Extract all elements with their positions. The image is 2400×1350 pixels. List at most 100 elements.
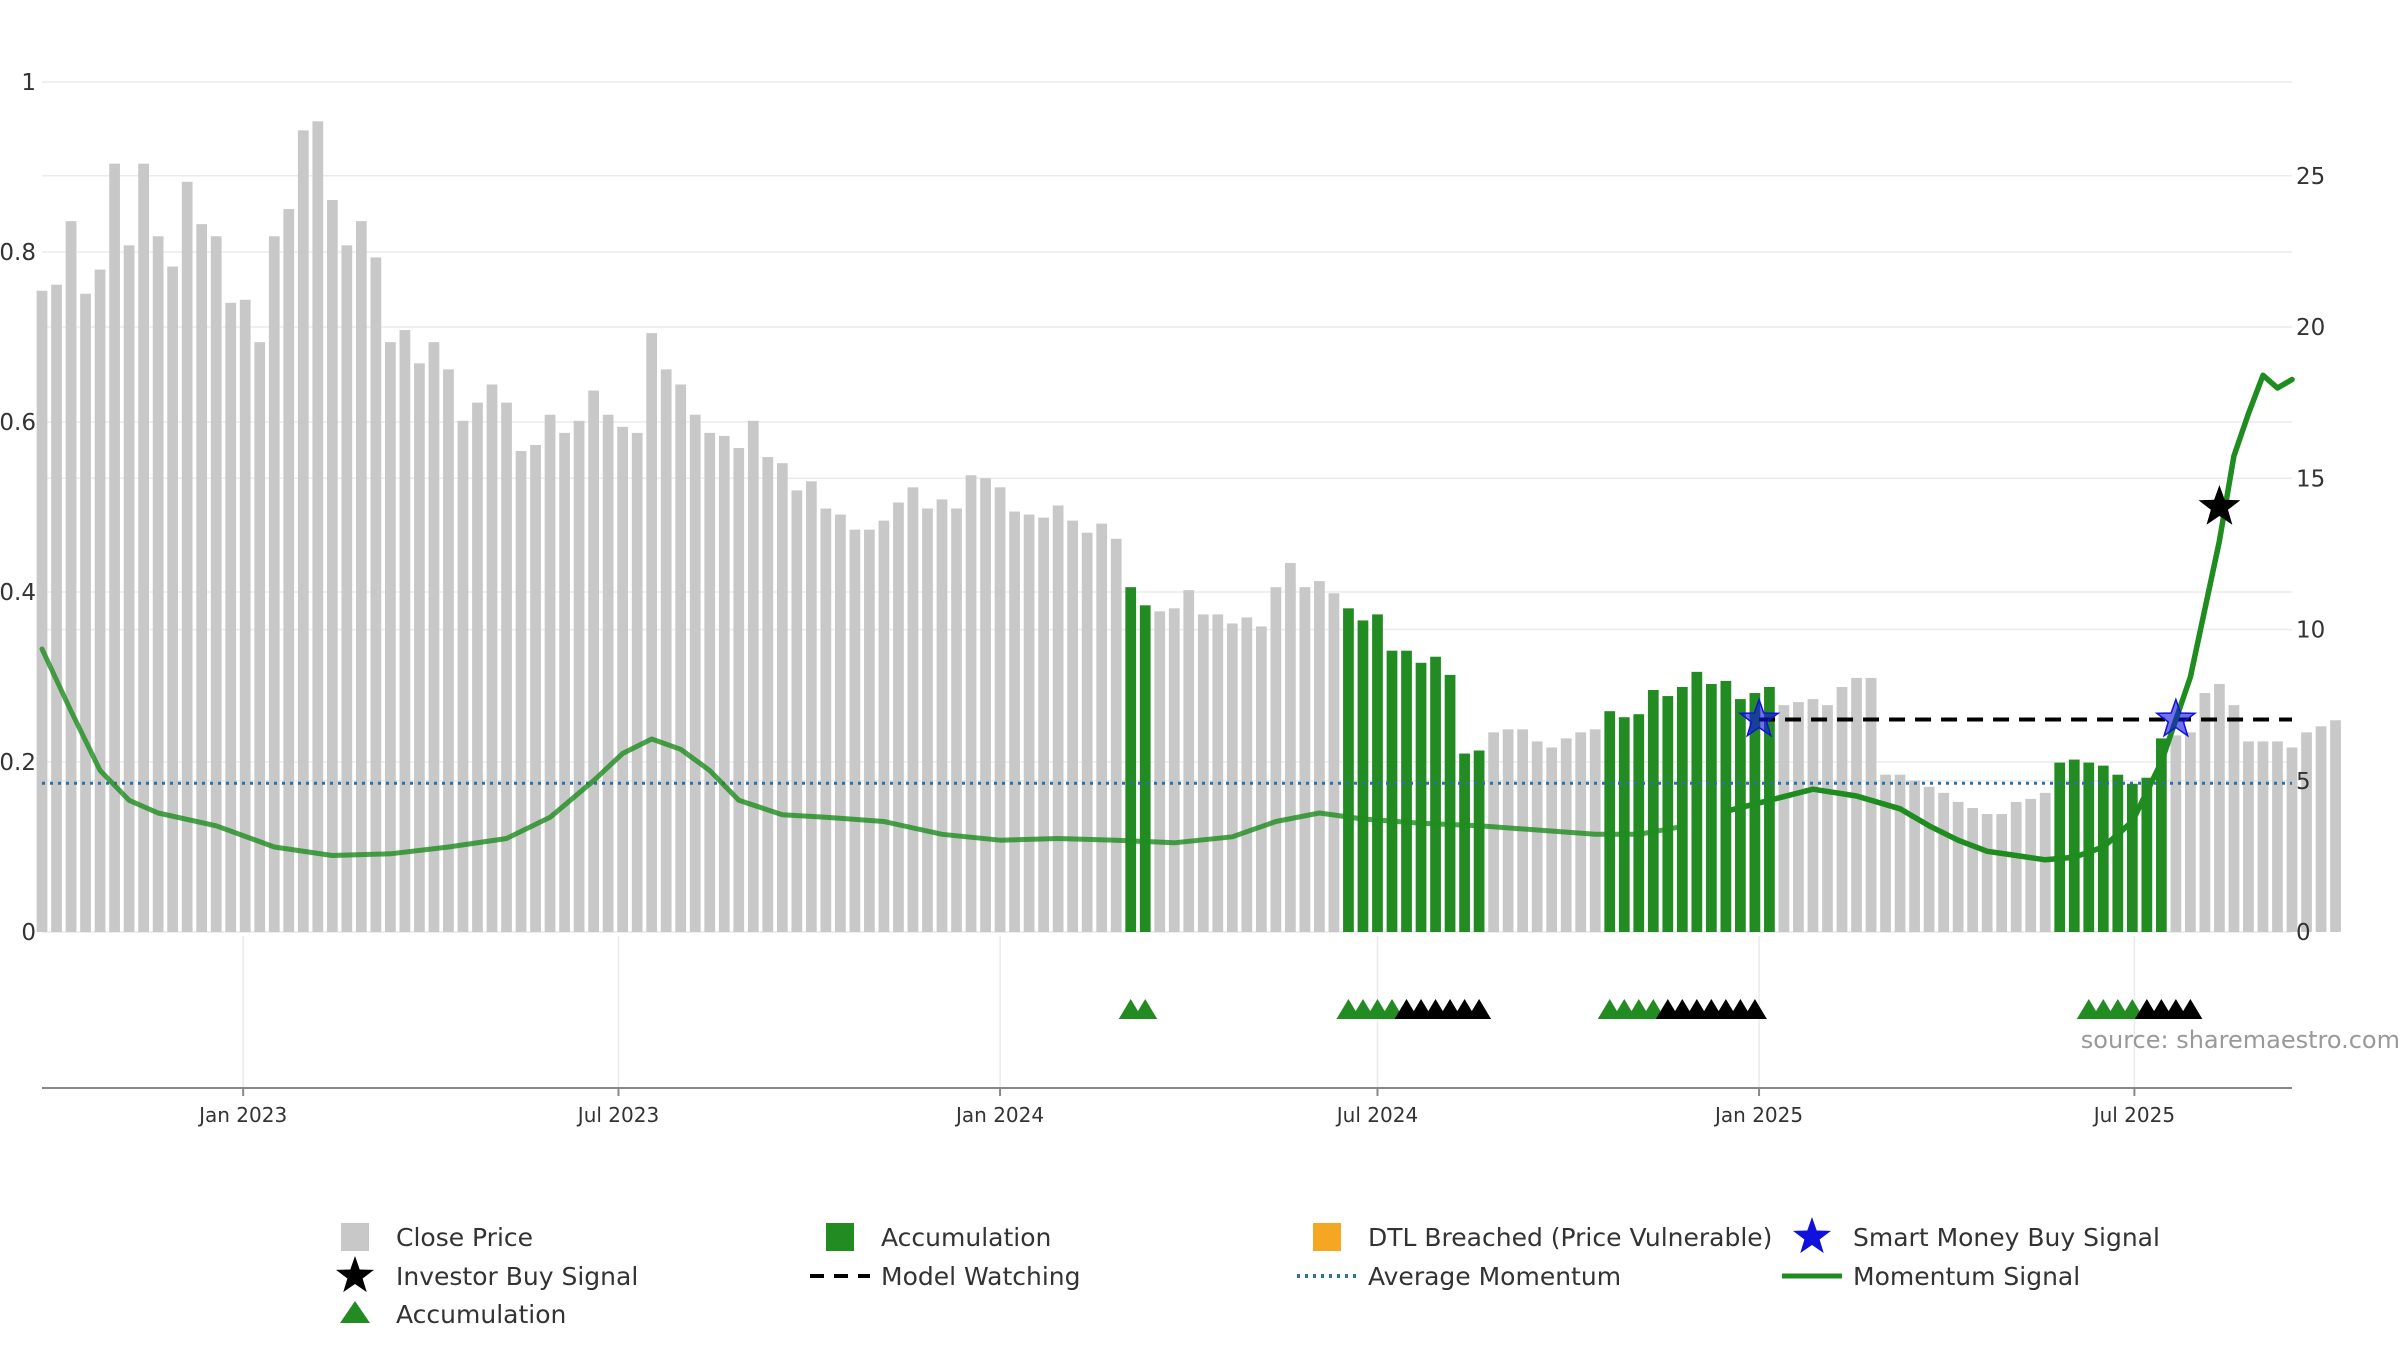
close-price-bar [210, 236, 222, 932]
accumulation-bar [1430, 656, 1441, 932]
legend-item: Close Price [341, 1223, 533, 1252]
legend-label: Investor Buy Signal [396, 1262, 638, 1291]
close-price-bar [1183, 590, 1195, 932]
left-axis-tick-label: 0.6 [0, 410, 36, 436]
accumulation-bar [1401, 650, 1412, 932]
close-price-bar [1560, 738, 1572, 932]
close-price-bar [631, 432, 643, 932]
close-price-bar [1241, 617, 1253, 932]
accumulation-bar [1705, 683, 1717, 932]
close-price-bar [2214, 683, 2225, 932]
legend-item: Accumulation [340, 1300, 566, 1329]
right-axis-tick-label: 5 [2296, 769, 2311, 795]
legend-label: Accumulation [881, 1223, 1051, 1252]
x-axis-tick-label: Jan 2025 [1713, 1103, 1803, 1127]
close-price-bar [2025, 798, 2037, 932]
close-price-bar [370, 257, 382, 932]
close-price-bar [1967, 807, 1979, 932]
star-icon [1792, 1217, 1832, 1254]
accumulation-bar [2155, 738, 2167, 932]
close-price-bar [1923, 786, 1935, 932]
close-price-bar [1009, 511, 1020, 932]
accumulation-bar [1676, 686, 1688, 932]
legend-label: Momentum Signal [1853, 1262, 2080, 1291]
left-axis-tick-label: 0 [21, 920, 36, 946]
close-price-bar [559, 432, 570, 932]
close-price-bar [1081, 532, 1093, 932]
close-price-bar [733, 448, 745, 932]
accumulation-bar [1459, 753, 1470, 932]
close-price-bar [820, 508, 832, 932]
left-axis-tick-label: 0.4 [0, 580, 36, 606]
right-axis-tick-label: 0 [2296, 920, 2311, 946]
close-price-bar [835, 514, 846, 932]
close-price-bar [689, 414, 701, 932]
close-price-bar [747, 420, 759, 932]
accumulation-bar [1662, 696, 1674, 932]
close-price-bar [704, 432, 716, 932]
legend-item: Accumulation [826, 1223, 1051, 1252]
accumulation-bar [1735, 699, 1746, 932]
square-icon [826, 1223, 854, 1251]
x-axis-tick-label: Jul 2025 [2092, 1103, 2175, 1127]
legend-label: Smart Money Buy Signal [1853, 1223, 2160, 1252]
close-price-bar [1226, 623, 1238, 932]
close-price-bar [1952, 801, 1964, 932]
close-price-bar [762, 457, 774, 932]
close-price-bar [660, 369, 672, 932]
legend-label: Close Price [396, 1223, 533, 1252]
close-price-bar [36, 290, 48, 933]
accumulation-bar [1139, 605, 1151, 932]
x-axis-tick-label: Jul 2024 [1335, 1103, 1418, 1127]
accumulation-bar [2126, 783, 2138, 932]
close-price-bar [907, 487, 919, 932]
signal-lines [39, 372, 2295, 863]
accumulation-bar [1691, 671, 1703, 932]
close-price-bar [1589, 729, 1601, 932]
close-price-bar [326, 199, 338, 933]
close-price-bar [443, 369, 454, 932]
close-price-bar [2228, 705, 2240, 932]
star-icon [335, 1256, 375, 1293]
close-price-bar [718, 435, 730, 932]
investor-buy-star [2198, 485, 2241, 525]
close-price-bar [341, 245, 353, 933]
close-price-bar [2330, 720, 2341, 932]
close-price-bar [849, 529, 861, 932]
close-price-bar [2301, 732, 2312, 932]
close-price-bar [2257, 741, 2269, 932]
legend-item: Model Watching [810, 1262, 1081, 1291]
close-price-bar [1038, 517, 1049, 932]
accumulation-bar [2083, 762, 2095, 932]
close-price-bar [1067, 520, 1079, 932]
left-axis-tick-label: 1 [21, 70, 36, 96]
close-price-bar [399, 330, 411, 932]
accumulation-bar [1720, 680, 1732, 932]
close-price-bar [414, 363, 425, 932]
close-price-bar [602, 414, 614, 932]
close-price-bar [1851, 677, 1862, 932]
close-price-bar [51, 284, 62, 932]
close-price-bar [472, 402, 483, 932]
accumulation-bar [2054, 762, 2066, 932]
signal-markers [1118, 485, 2241, 1019]
close-price-bar [1822, 705, 1833, 932]
close-price-bar [1255, 626, 1267, 932]
close-price-bar [791, 490, 803, 932]
close-price-bar [1154, 611, 1166, 932]
close-price-bar [385, 342, 396, 932]
source-label: source: sharemaestro.com [2081, 1026, 2400, 1054]
right-axis-tick-label: 20 [2296, 315, 2325, 341]
close-price-bar [675, 384, 687, 932]
close-price-bar [617, 426, 629, 932]
x-axis-tick-label: Jan 2024 [954, 1103, 1044, 1127]
close-price-bar [94, 269, 106, 932]
momentum-signal-line [39, 646, 1685, 858]
close-price-bar [355, 221, 367, 932]
close-price-bar [588, 390, 599, 932]
close-price-bar [2315, 726, 2327, 932]
close-price-bar [1546, 747, 1558, 932]
right-axis-tick-label: 10 [2296, 618, 2325, 644]
close-price-bar [1778, 705, 1790, 932]
